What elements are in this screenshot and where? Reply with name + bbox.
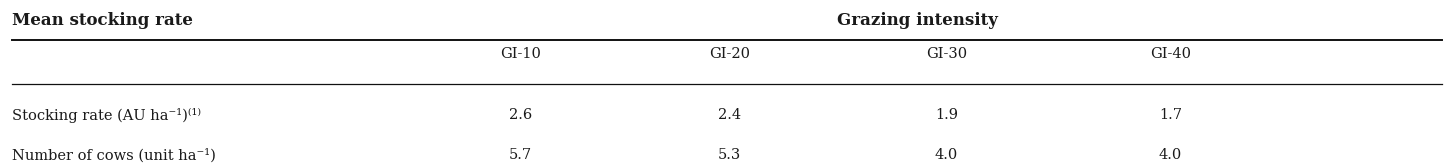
Text: 5.7: 5.7 xyxy=(509,148,532,162)
Text: GI-20: GI-20 xyxy=(709,47,750,61)
Text: 4.0: 4.0 xyxy=(1159,148,1182,162)
Text: Stocking rate (AU ha⁻¹)⁽¹⁾: Stocking rate (AU ha⁻¹)⁽¹⁾ xyxy=(12,108,201,123)
Text: Grazing intensity: Grazing intensity xyxy=(837,12,998,29)
Text: GI-40: GI-40 xyxy=(1150,47,1191,61)
Text: 4.0: 4.0 xyxy=(935,148,958,162)
Text: 2.4: 2.4 xyxy=(718,108,741,122)
Text: 1.9: 1.9 xyxy=(935,108,958,122)
Text: 1.7: 1.7 xyxy=(1159,108,1182,122)
Text: GI-30: GI-30 xyxy=(926,47,967,61)
Text: GI-10: GI-10 xyxy=(500,47,540,61)
Text: Mean stocking rate: Mean stocking rate xyxy=(12,12,192,29)
Text: 5.3: 5.3 xyxy=(718,148,741,162)
Text: Number of cows (unit ha⁻¹): Number of cows (unit ha⁻¹) xyxy=(12,148,215,162)
Text: 2.6: 2.6 xyxy=(509,108,532,122)
